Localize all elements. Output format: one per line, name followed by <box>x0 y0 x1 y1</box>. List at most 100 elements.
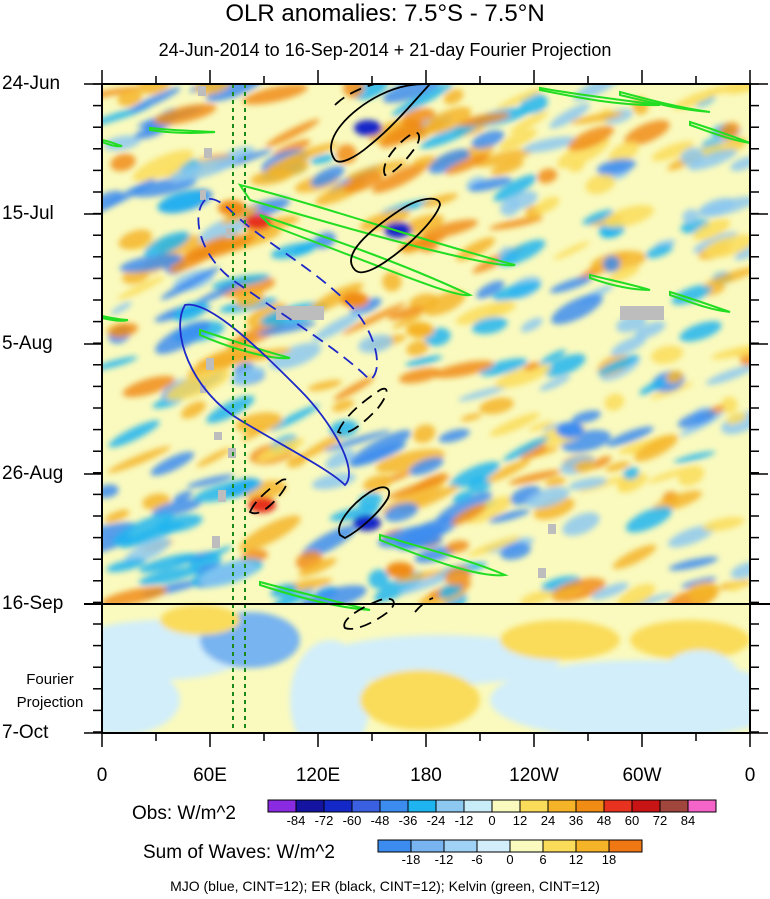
colorbar-tick-label: 72 <box>652 813 668 828</box>
anomaly-patch <box>160 266 220 300</box>
anomaly-patch <box>423 290 466 316</box>
colorbar-tick-label: -48 <box>370 813 390 828</box>
missing-data-cell <box>226 228 232 238</box>
anomaly-patch <box>668 556 719 571</box>
colorbar-swatch <box>267 799 297 813</box>
missing-data-cell <box>204 148 212 158</box>
anomaly-patch <box>329 419 359 438</box>
anomaly-patch <box>206 395 255 424</box>
colorbar-swatch <box>603 799 633 813</box>
kelvin-contour <box>259 580 371 611</box>
kelvin-contour <box>102 138 123 148</box>
anomaly-patch <box>336 144 357 164</box>
anomaly-patch <box>118 229 152 250</box>
colorbar-tick-label: 18 <box>601 852 617 867</box>
anomaly-patch <box>444 566 472 586</box>
anomaly-patch <box>123 538 171 565</box>
missing-data-cell <box>276 306 324 320</box>
anomaly-patch <box>102 356 138 371</box>
projection-patch <box>290 640 370 733</box>
anomaly-patch <box>102 522 136 543</box>
anomaly-patch <box>193 545 232 565</box>
y-tick-label: 15-Jul <box>2 203 54 224</box>
er-contour-positive <box>334 84 376 106</box>
anomaly-patch <box>606 426 654 447</box>
projection-label-line1: Fourier <box>26 671 74 688</box>
anomaly-patch <box>128 87 181 113</box>
anomaly-patch <box>487 301 516 317</box>
er-contour-positive <box>414 597 434 613</box>
anomaly-patch <box>460 413 482 422</box>
waves-colorbar <box>377 839 643 853</box>
anomaly-patch <box>312 311 364 342</box>
missing-data-cell <box>198 86 206 96</box>
anomaly-patch <box>496 87 545 110</box>
colorbar-swatch <box>377 839 412 853</box>
missing-data-cell <box>200 385 206 393</box>
colorbar-swatch <box>435 799 465 813</box>
anomaly-patch <box>666 370 684 384</box>
colorbar-tick-label: -12 <box>434 852 454 867</box>
anomaly-patch <box>235 290 265 308</box>
colorbar-swatch <box>687 799 717 813</box>
er-contour-positive <box>383 131 421 176</box>
colorbar-tick-label: -12 <box>454 813 474 828</box>
anomaly-patch <box>301 525 357 559</box>
anomaly-patch <box>703 266 750 287</box>
anomaly-patch <box>490 159 525 176</box>
projection-patch <box>660 650 740 710</box>
anomaly-patch <box>242 84 308 105</box>
colorbar-swatch <box>491 799 521 813</box>
anomaly-patch <box>476 280 505 299</box>
colorbar-swatch <box>631 799 661 813</box>
anomaly-patch <box>468 176 512 192</box>
anomaly-patch <box>412 155 436 166</box>
anomaly-patch <box>523 362 540 371</box>
anomaly-patch <box>119 253 182 273</box>
anomaly-patch <box>108 420 160 448</box>
anomaly-core <box>244 214 272 230</box>
anomaly-core <box>341 292 369 308</box>
anomaly-patch <box>138 553 198 573</box>
anomaly-patch <box>475 149 532 168</box>
anomaly-patch <box>479 397 514 415</box>
anomaly-patch <box>451 503 487 526</box>
colorbar-swatch <box>519 799 549 813</box>
anomaly-patch <box>132 149 194 182</box>
anomaly-patch <box>465 496 513 524</box>
anomaly-patch <box>500 542 531 560</box>
anomaly-patch <box>152 499 202 517</box>
y-tick-label: 26-Aug <box>2 463 64 484</box>
anomaly-patch <box>456 237 496 261</box>
anomaly-patch <box>398 367 441 384</box>
anomaly-patch <box>250 168 294 186</box>
anomaly-patch <box>680 147 704 167</box>
anomaly-patch <box>551 293 603 325</box>
missing-data-cell <box>548 524 556 534</box>
colorbar-tick-label: 36 <box>568 813 584 828</box>
anomaly-patch <box>730 156 750 172</box>
anomaly-patch <box>329 505 381 522</box>
anomaly-patch <box>386 475 451 499</box>
anomaly-patch <box>682 209 700 224</box>
kelvin-contour <box>259 214 474 297</box>
colorbar-tick-label: -36 <box>398 813 418 828</box>
anomaly-patch <box>610 335 647 357</box>
anomaly-patch <box>395 570 445 583</box>
missing-data-cell <box>200 190 206 200</box>
anomaly-patch <box>358 334 393 353</box>
projection-patch <box>630 620 750 660</box>
x-tick-label: 120E <box>295 765 341 786</box>
anomaly-patch <box>165 369 231 401</box>
colorbar-swatch <box>463 799 493 813</box>
colorbar-tick-label: 60 <box>624 813 640 828</box>
anomaly-patch <box>726 84 750 94</box>
anomaly-patch <box>608 265 640 282</box>
x-tick-label: 180 <box>410 765 442 786</box>
anomaly-patch <box>600 225 625 239</box>
anomaly-patch <box>310 165 345 187</box>
anomaly-patch <box>571 410 602 424</box>
anomaly-patch <box>605 461 631 472</box>
anomaly-patch <box>727 580 745 592</box>
